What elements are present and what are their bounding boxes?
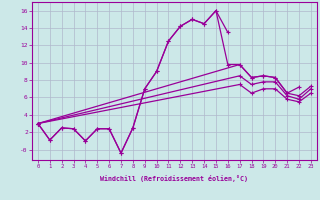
X-axis label: Windchill (Refroidissement éolien,°C): Windchill (Refroidissement éolien,°C)	[100, 175, 248, 182]
